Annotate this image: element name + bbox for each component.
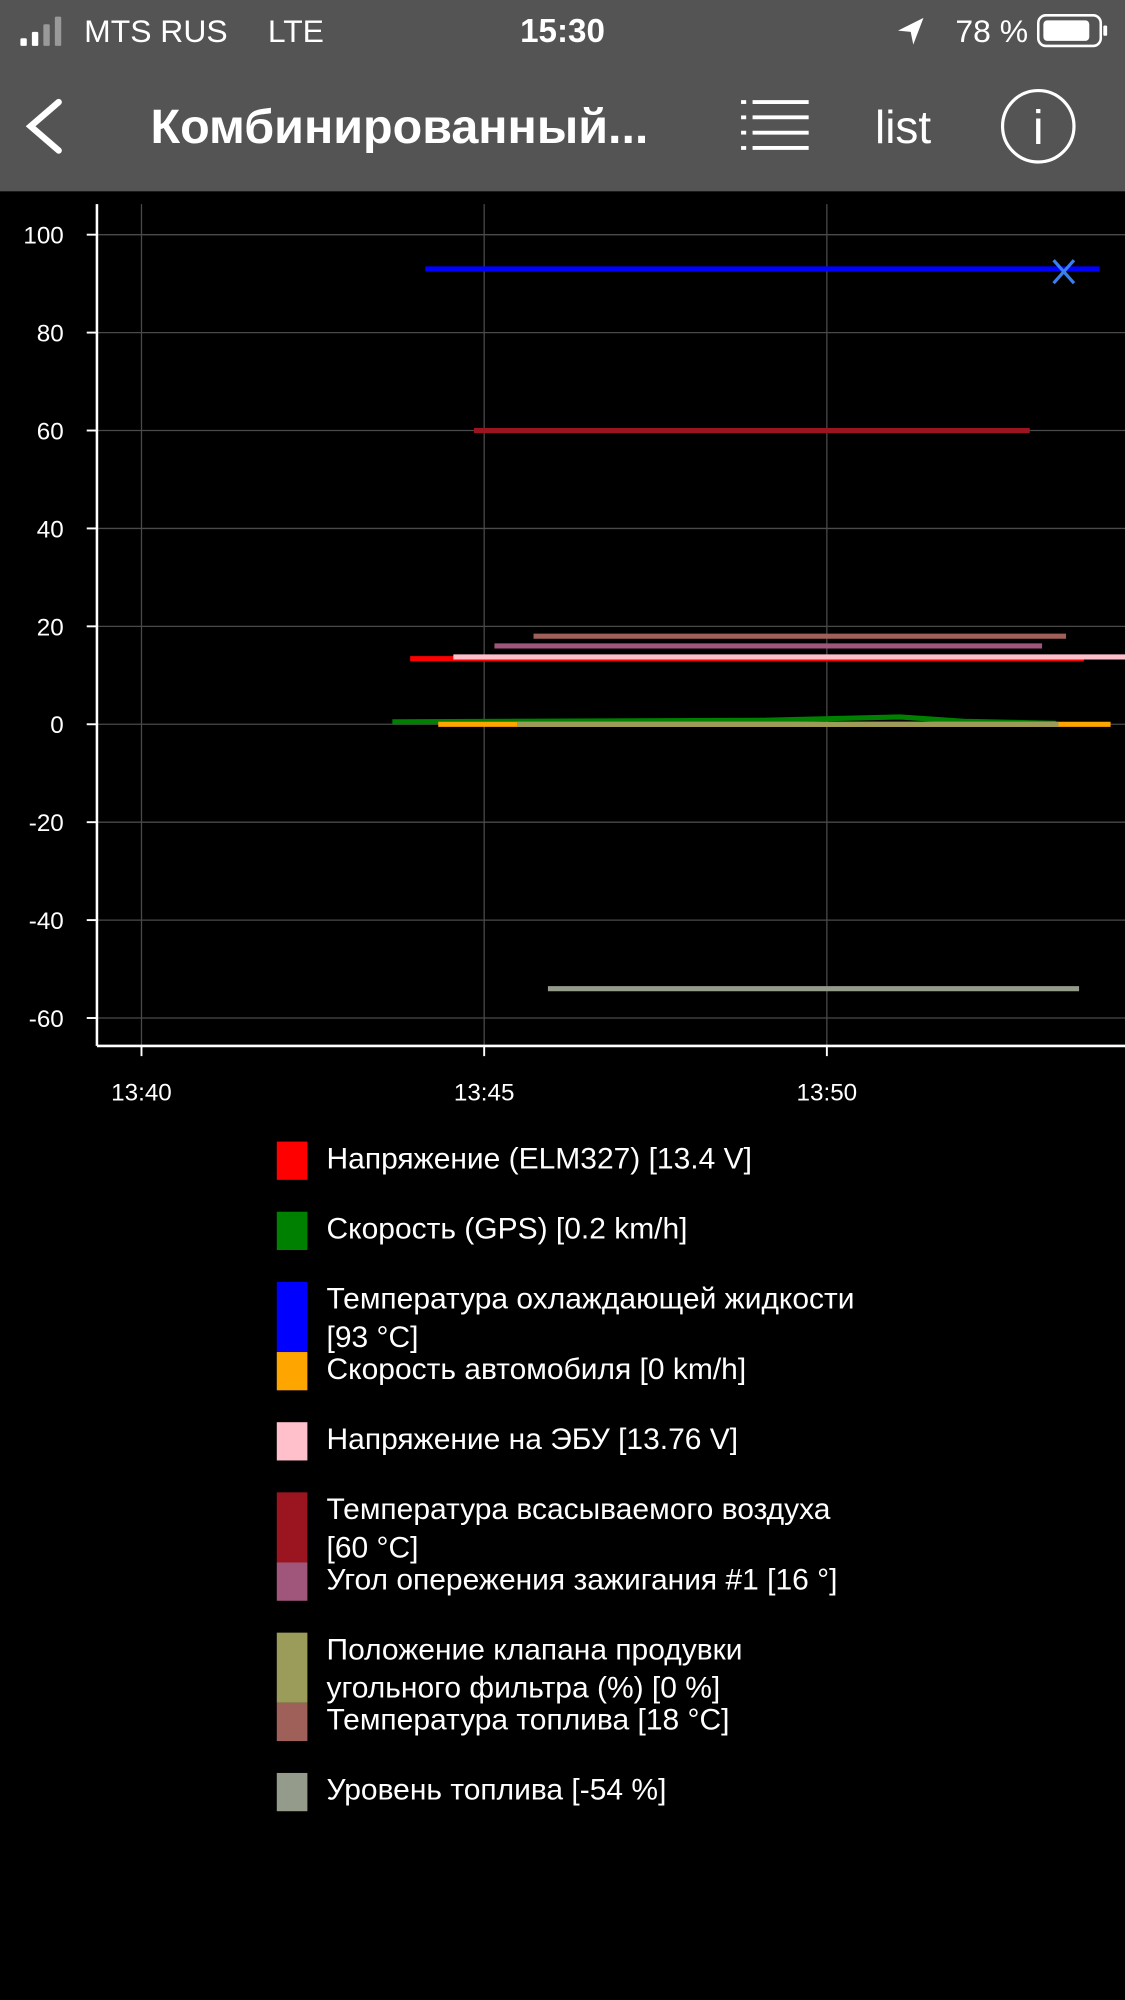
legend-label: Угол опережения зажигания #1 [16 °] <box>326 1562 838 1596</box>
legend-swatch <box>276 1352 308 1391</box>
legend-swatch <box>276 1281 308 1353</box>
carrier: MTS RUS <box>84 13 227 49</box>
list-icon[interactable] <box>741 100 809 150</box>
y-tick-label: 0 <box>50 712 63 739</box>
battery-percent: 78 % <box>955 13 1028 49</box>
y-tick-label: 100 <box>23 223 63 250</box>
x-tick-label: 13:45 <box>454 1080 515 1107</box>
signal-icon <box>20 16 62 46</box>
legend-entry: Температура топлива [18 °C] <box>326 1702 730 1736</box>
y-tick-label: -60 <box>29 1006 64 1033</box>
legend-swatch <box>276 1422 308 1461</box>
header-background <box>0 0 1125 192</box>
legend-swatch <box>276 1632 308 1703</box>
screen-title: Комбинированный... <box>151 100 649 154</box>
legend-swatch <box>276 1492 308 1563</box>
series-lines <box>392 266 1125 992</box>
legend-entry: Температура охлаждающей жидкости [93 °C] <box>326 1281 855 1354</box>
legend-label: Температура топлива [18 °C] <box>326 1702 730 1736</box>
info-button[interactable] <box>1000 88 1076 164</box>
legend-label: Температура всасываемого воздуха [60 °C] <box>326 1492 831 1564</box>
battery-icon <box>1036 14 1108 48</box>
legend-entry: Скорость (GPS) [0.2 km/h] <box>326 1211 688 1245</box>
legend-entry: Уровень топлива [-54 %] <box>326 1772 667 1807</box>
list-button[interactable]: list <box>875 101 931 153</box>
y-tick-label: 40 <box>37 516 64 543</box>
legend-label: Напряжение на ЭБУ [13.76 V] <box>326 1422 739 1456</box>
legend-swatch <box>276 1702 308 1742</box>
legend-swatch <box>276 1562 308 1601</box>
network: LTE <box>268 13 324 49</box>
legend-label: Температура охлаждающей жидкости [93 °C] <box>326 1281 855 1354</box>
legend-entry: Напряжение на ЭБУ [13.76 V] <box>326 1422 739 1456</box>
legend-swatch <box>276 1772 308 1812</box>
y-tick-label: -40 <box>29 908 64 935</box>
legend-entry: Положение клапана продувки угольного фил… <box>326 1632 743 1705</box>
location-icon <box>897 17 924 45</box>
cursor-marker <box>1052 259 1076 285</box>
legend-label: Напряжение (ELM327) [13.4 V] <box>326 1141 752 1175</box>
back-button[interactable] <box>25 98 62 154</box>
legend-entry: Угол опережения зажигания #1 [16 °] <box>326 1562 838 1596</box>
legend-entry: Температура всасываемого воздуха [60 °C] <box>326 1492 831 1564</box>
legend-swatch <box>276 1141 308 1180</box>
legend-entry: Напряжение (ELM327) [13.4 V] <box>326 1141 752 1175</box>
clock: 15:30 <box>520 13 605 50</box>
legend-label: Скорость автомобиля [0 km/h] <box>326 1352 747 1386</box>
info-label: i <box>1033 101 1044 155</box>
legend-label: Уровень топлива [-54 %] <box>326 1772 667 1807</box>
legend-entry: Скорость автомобиля [0 km/h] <box>326 1352 747 1386</box>
plot: 100 80 60 40 20 0 -20 -40 -60 13:40 13:45 13:50 <box>23 204 1125 1107</box>
y-tick-label: -20 <box>29 810 64 837</box>
y-tick-label: 60 <box>37 418 64 445</box>
y-tick-label: 20 <box>37 614 64 641</box>
legend: Напряжение (ELM327) [13.4 V] Скорость (GP… <box>276 1141 855 1812</box>
y-tick-label: 80 <box>37 321 64 348</box>
x-tick-label: 13:40 <box>111 1080 172 1107</box>
legend-label: Положение клапана продувки угольного фил… <box>326 1632 743 1705</box>
x-tick-label: 13:50 <box>797 1080 858 1107</box>
legend-label: Скорость (GPS) [0.2 km/h] <box>326 1211 688 1245</box>
legend-swatch <box>276 1211 308 1250</box>
